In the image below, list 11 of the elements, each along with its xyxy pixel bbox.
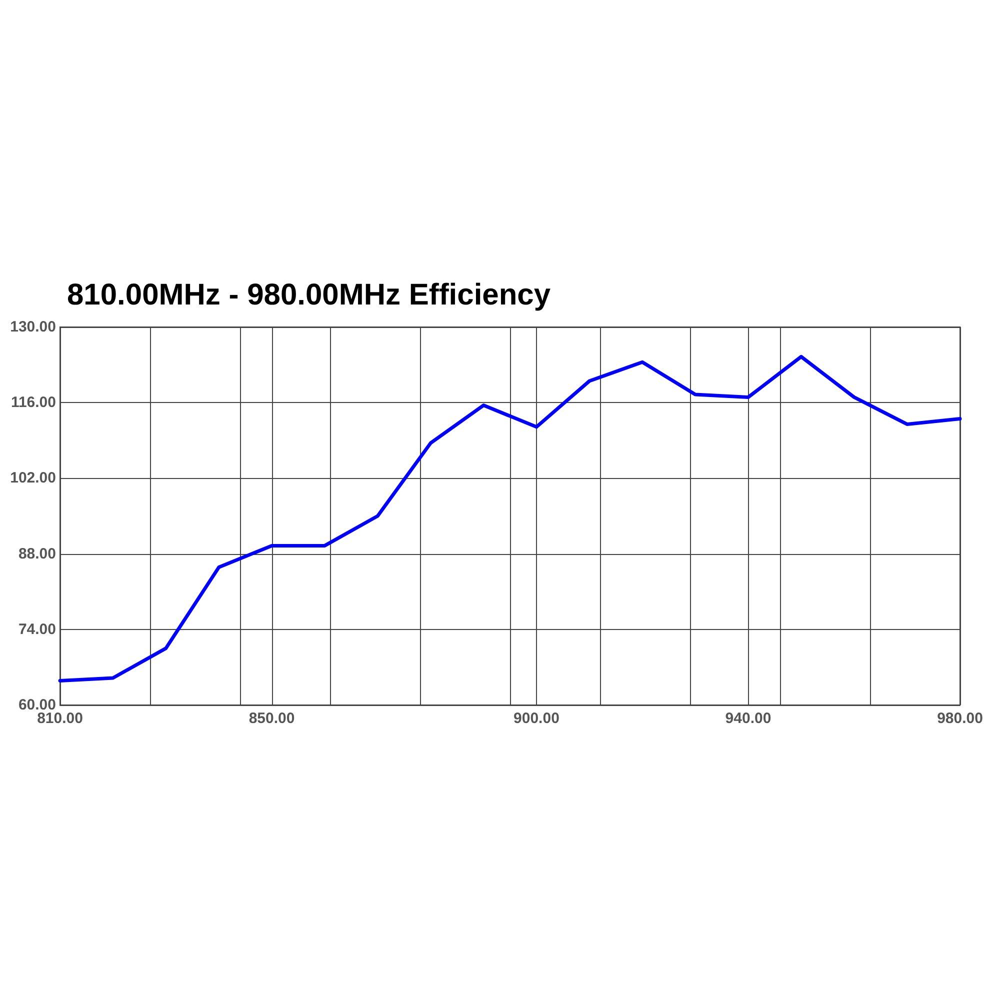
x-tick-label: 900.00 xyxy=(514,710,560,727)
x-tick-label: 850.00 xyxy=(248,710,295,727)
x-tick-label: 940.00 xyxy=(725,710,772,727)
y-tick-label: 74.00 xyxy=(18,620,56,638)
y-tick-label: 88.00 xyxy=(18,545,56,562)
y-tick-label: 116.00 xyxy=(10,394,56,412)
y-tick-label: 130.00 xyxy=(10,318,56,336)
chart-title: 810.00MHz - 980.00MHz Efficiency xyxy=(67,278,551,312)
y-tick-label: 102.00 xyxy=(10,470,56,487)
x-tick-label: 980.00 xyxy=(937,710,983,727)
line-series xyxy=(58,354,962,682)
